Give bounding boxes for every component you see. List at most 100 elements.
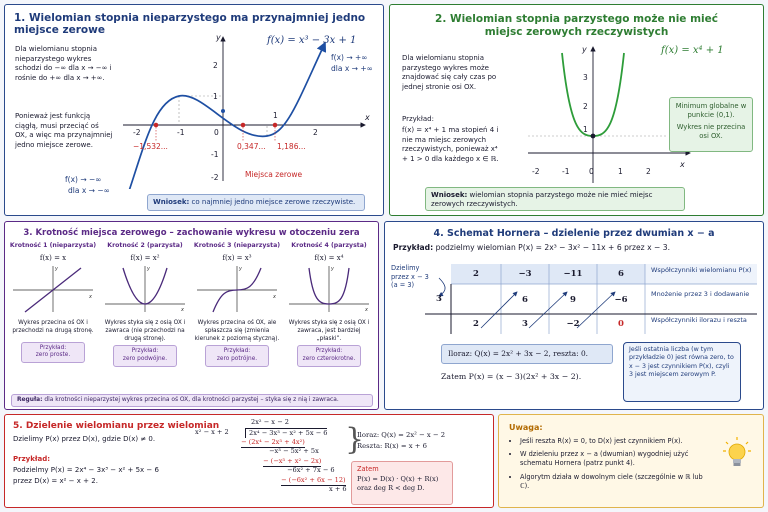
panel-even-title-1: 2. Wielomian stopnia parzystego może nie… xyxy=(435,13,718,25)
svg-text:x: x xyxy=(364,307,368,313)
root-label-3: 1,186... xyxy=(277,142,306,151)
odd-ytick: -2 xyxy=(211,173,219,182)
horner-side-note: Jeśli ostatnia liczba (w tym przykładzie… xyxy=(623,342,741,402)
even-ytick: 2 xyxy=(583,102,588,111)
even-xtick: -2 xyxy=(532,167,540,176)
even-example-head: Przykład: xyxy=(402,115,434,123)
even-formula: f(x) = x⁴ + 1 xyxy=(661,45,724,56)
panel-division: 5. Dzielenie wielomianu przez wielomian … xyxy=(4,414,494,508)
horner-coef: −3 xyxy=(518,269,532,279)
odd-conclusion-bold: Wniosek: xyxy=(153,198,190,206)
mult-graph-1: x y xyxy=(13,266,93,313)
ld-sub-3: − (−6x² + 6x − 12) xyxy=(281,476,346,486)
panel-division-title: 5. Dzielenie wielomianu przez wielomian xyxy=(13,421,220,431)
division-hence-1: P(x) = D(x) · Q(x) + R(x) xyxy=(357,474,439,483)
even-axis-y: y xyxy=(582,45,587,54)
mult-col-1-desc: Wykres przecina oś OX i przechodzi na dr… xyxy=(12,320,94,334)
lightbulb-icon xyxy=(723,437,751,466)
odd-graph xyxy=(123,36,366,189)
svg-text:y: y xyxy=(54,266,59,272)
even-axis-x: x xyxy=(680,160,685,169)
panel-multiplicity: 3. Krotność miejsca zerowego – zachowani… xyxy=(4,221,379,410)
division-result-r: Reszta: R(x) = x + 6 xyxy=(357,442,427,450)
svg-text:y: y xyxy=(146,266,151,272)
horner-example-text: podzielmy wielomian P(x) = 2x³ − 3x² − 1… xyxy=(435,243,671,252)
horner-grid xyxy=(425,264,757,334)
mult-col-4: Krotność 4 (parzysta) f(x) = x⁴ x y Wykr… xyxy=(285,242,373,390)
odd-desc-2: Ponieważ jest funkcją ciągłą, musi przec… xyxy=(15,112,113,149)
ld-dividend: 2x⁴ − 3x³ − x² + 5x − 6 xyxy=(245,428,328,439)
panel-remarks: Uwaga: Jeśli reszta R(x) = 0, to D(x) je… xyxy=(498,414,764,508)
horner-result: 2 xyxy=(473,319,479,329)
min-info-2: Wykres nie przecina osi OX. xyxy=(676,122,746,141)
even-conclusion-bold: Wniosek: xyxy=(431,191,468,199)
mult-col-2-ex-head: Przykład: xyxy=(131,348,159,355)
mult-col-4-ex-body: zero czterokrotne. xyxy=(302,355,356,362)
multiplicity-rule: Reguła: dla krotności nieparzystej wykre… xyxy=(11,394,373,407)
odd-left-end-2: dla x → −∞ xyxy=(68,186,110,195)
svg-text:x: x xyxy=(88,294,92,300)
odd-conclusion: Wniosek: co najmniej jedno miejsce zerow… xyxy=(147,194,365,211)
odd-conclusion-text: co najmniej jedno miejsce zerowe rzeczyw… xyxy=(191,198,356,206)
remark-item: Jeśli reszta R(x) = 0, to D(x) jest czyn… xyxy=(520,437,711,446)
odd-axis-y: y xyxy=(216,33,221,42)
horner-mult: −6 xyxy=(614,295,628,305)
root-label-2: 0,347... xyxy=(237,142,266,151)
horner-label-2: Mnożenie przez 3 i dodawanie xyxy=(651,290,750,298)
rule-bold: Reguła: xyxy=(17,397,43,403)
mult-graph-3: x y xyxy=(197,266,277,313)
odd-xtick: 1 xyxy=(273,111,278,120)
horner-label-3: Współczynniki ilorazu i reszta xyxy=(651,316,747,324)
remarks-title: Uwaga: xyxy=(509,423,543,432)
division-intro: Dzielimy P(x) przez D(x), gdzie D(x) ≠ 0… xyxy=(13,435,156,443)
horner-mult: 6 xyxy=(522,295,528,305)
zeros-label: Miejsca zerowe xyxy=(245,170,303,179)
mult-col-4-desc: Wykres styka się z osią OX i zawraca, je… xyxy=(288,320,370,342)
panel-horner: 4. Schemat Hornera – dzielenie przez dwu… xyxy=(384,221,764,410)
mult-col-2-formula: f(x) = x² xyxy=(130,254,160,262)
long-division: 2x² − x − 2 x² − x + 2 2x⁴ − 3x³ − x² + … xyxy=(195,418,355,506)
panel-even-degree: 2. Wielomian stopnia parzystego może nie… xyxy=(389,4,764,216)
odd-right-end-2: dla x → +∞ xyxy=(331,64,373,73)
mult-col-3-example: Przykład: zero potrójne. xyxy=(205,345,269,367)
remarks-list: Jeśli reszta R(x) = 0, to D(x) jest czyn… xyxy=(511,437,711,491)
ld-quotient: 2x² − x − 2 xyxy=(251,418,289,426)
min-info-1: Minimum globalne w punkcie (0,1). xyxy=(675,102,747,120)
even-conclusion-text: wielomian stopnia parzystego może nie mi… xyxy=(431,191,653,209)
mult-col-1-title: Krotność 1 (nieparzysta) xyxy=(9,242,97,249)
mult-col-3-ex-body: zero potrójne. xyxy=(216,355,258,362)
horner-coef: −11 xyxy=(563,269,583,279)
panel-horner-title: 4. Schemat Hornera – dzielenie przez dwu… xyxy=(433,228,715,239)
min-info-box: Minimum globalne w punkcie (0,1). Wykres… xyxy=(669,97,753,152)
mult-col-4-ex-head: Przykład: xyxy=(315,348,343,355)
mult-col-2: Krotność 2 (parzysta) f(x) = x² x y Wykr… xyxy=(101,242,189,390)
horner-example-bold: Przykład: xyxy=(393,243,434,252)
panel-odd-title: 1. Wielomian stopnia nieparzystego ma pr… xyxy=(14,12,366,36)
mult-col-2-example: Przykład: zero podwójne. xyxy=(113,345,177,367)
division-example-1: Podzielmy P(x) = 2x⁴ − 3x³ − x² + 5x − 6 xyxy=(13,466,159,474)
division-example-head: Przykład: xyxy=(13,455,51,463)
mult-col-1: Krotność 1 (nieparzysta) f(x) = x x y Wy… xyxy=(9,242,97,390)
mult-col-1-example: Przykład: zero proste. xyxy=(21,341,85,363)
mult-col-1-ex-head: Przykład: xyxy=(39,344,67,351)
mult-col-2-ex-body: zero podwójne. xyxy=(122,355,168,362)
mult-col-4-example: Przykład: zero czterokrotne. xyxy=(297,345,361,367)
mult-col-1-ex-body: zero proste. xyxy=(35,352,71,359)
odd-curve xyxy=(128,41,327,189)
odd-xtick: 2 xyxy=(313,128,318,137)
horner-example: Przykład: podzielmy wielomian P(x) = 2x³… xyxy=(393,243,670,252)
even-ytick: 1 xyxy=(583,125,588,134)
mult-col-4-title: Krotność 4 (parzysta) xyxy=(291,242,367,249)
odd-ytick: 2 xyxy=(213,61,218,70)
remark-item: Algorytm działa w dowolnym ciele (szczeg… xyxy=(520,473,711,491)
svg-text:y: y xyxy=(330,266,335,272)
rule-text: dla krotności nieparzystej wykres przeci… xyxy=(44,397,339,403)
mult-col-3-ex-head: Przykład: xyxy=(223,348,251,355)
horner-mult: 9 xyxy=(570,295,576,305)
mult-graph-2: x y xyxy=(105,266,185,313)
even-xtick: 1 xyxy=(618,167,623,176)
brace: } xyxy=(345,422,365,457)
mult-col-2-title: Krotność 2 (parzysta) xyxy=(107,242,183,249)
ld-sub-2: − (−x³ + x² − 2x) xyxy=(263,457,322,467)
odd-ytick: -1 xyxy=(211,150,219,159)
